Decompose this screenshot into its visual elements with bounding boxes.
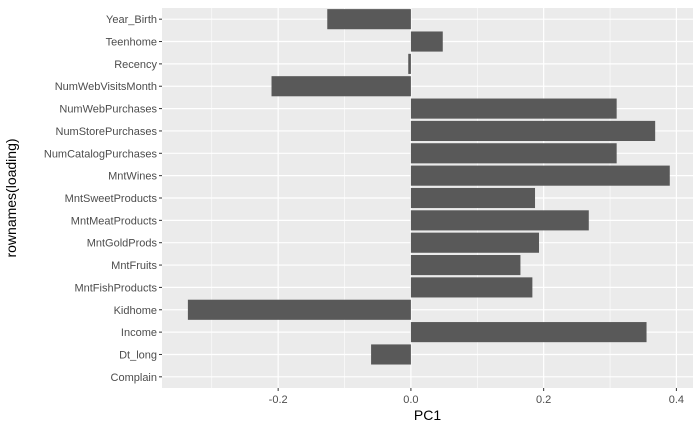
y-tick-label: Dt_long — [119, 349, 157, 361]
y-tick-label: NumWebVisitsMonth — [55, 81, 157, 93]
bar — [408, 53, 411, 74]
y-tick-label: MntWines — [108, 171, 157, 183]
x-tick-label: 0.4 — [669, 394, 684, 406]
bar — [410, 232, 540, 253]
y-tick-label: MntGoldProds — [87, 238, 158, 250]
bar — [410, 277, 533, 298]
bar — [410, 120, 656, 141]
bar — [271, 76, 411, 97]
bar — [371, 344, 411, 365]
bar — [410, 98, 617, 119]
y-axis-title: rownames(loading) — [3, 138, 19, 257]
bar — [410, 187, 536, 209]
x-tick-label: -0.2 — [269, 394, 288, 406]
y-tick-labels: Year_Birth Teenhome Recency NumWebVisitsMon… — [44, 14, 162, 384]
y-tick-label: Teenhome — [106, 37, 157, 49]
x-tick-label: 0.2 — [536, 394, 551, 406]
bars — [187, 9, 670, 387]
x-axis-title: PC1 — [414, 407, 441, 423]
y-tick-label: NumStorePurchases — [56, 126, 158, 138]
bar — [327, 9, 411, 30]
y-tick-label: MntMeatProducts — [71, 215, 158, 227]
y-tick-label: NumWebPurchases — [59, 104, 157, 116]
y-tick-label: Recency — [114, 59, 157, 71]
bar — [410, 322, 647, 343]
bar — [410, 210, 589, 231]
y-tick-label: Kidhome — [114, 305, 157, 317]
x-tick-label: 0.0 — [403, 394, 418, 406]
bar — [410, 143, 617, 164]
y-tick-label: Income — [121, 327, 157, 339]
y-tick-label: MntFruits — [111, 260, 157, 272]
bar — [410, 31, 443, 52]
y-tick-label: MntSweetProducts — [65, 193, 158, 205]
y-tick-label: Complain — [111, 372, 157, 384]
y-tick-label: MntFishProducts — [74, 282, 157, 294]
y-tick-label: Year_Birth — [106, 14, 157, 26]
bar — [410, 165, 670, 186]
bar — [187, 299, 411, 320]
bar — [410, 255, 521, 276]
y-tick-label: NumCatalogPurchases — [44, 148, 158, 160]
x-tick-labels: -0.2 0.0 0.2 0.4 — [269, 388, 684, 406]
